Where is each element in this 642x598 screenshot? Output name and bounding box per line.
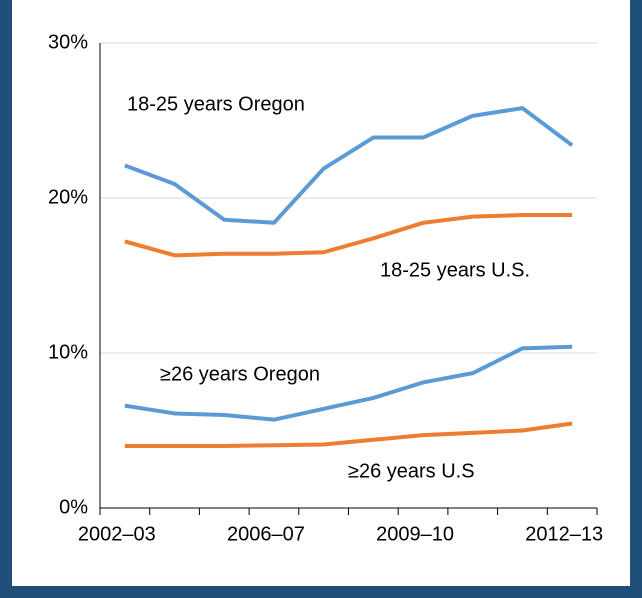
series-label-background <box>123 93 309 116</box>
series-label: ≥26 years Oregon <box>160 363 320 385</box>
x-tick-label: 2002–03 <box>78 523 156 545</box>
y-tick-label: 10% <box>48 341 88 363</box>
series-line <box>124 213 573 258</box>
y-tick-label: 0% <box>59 496 88 518</box>
y-tick-label: 30% <box>48 31 88 53</box>
series-label-background <box>156 363 324 386</box>
plot-background <box>12 0 630 586</box>
series-label-background <box>344 460 479 483</box>
series-line <box>124 106 574 225</box>
series-label: 18-25 years Oregon <box>127 93 305 115</box>
x-tick-label: 2006–07 <box>227 523 305 545</box>
series-label-background <box>376 259 535 282</box>
x-tick-label: 2009–10 <box>376 523 454 545</box>
series-label: ≥26 years U.S <box>348 460 475 482</box>
x-tick-label: 2012–13 <box>525 523 603 545</box>
series-label: 18-25 years U.S. <box>380 259 530 281</box>
series-line <box>124 344 573 422</box>
y-tick-label: 20% <box>48 186 88 208</box>
series-line <box>124 421 573 448</box>
